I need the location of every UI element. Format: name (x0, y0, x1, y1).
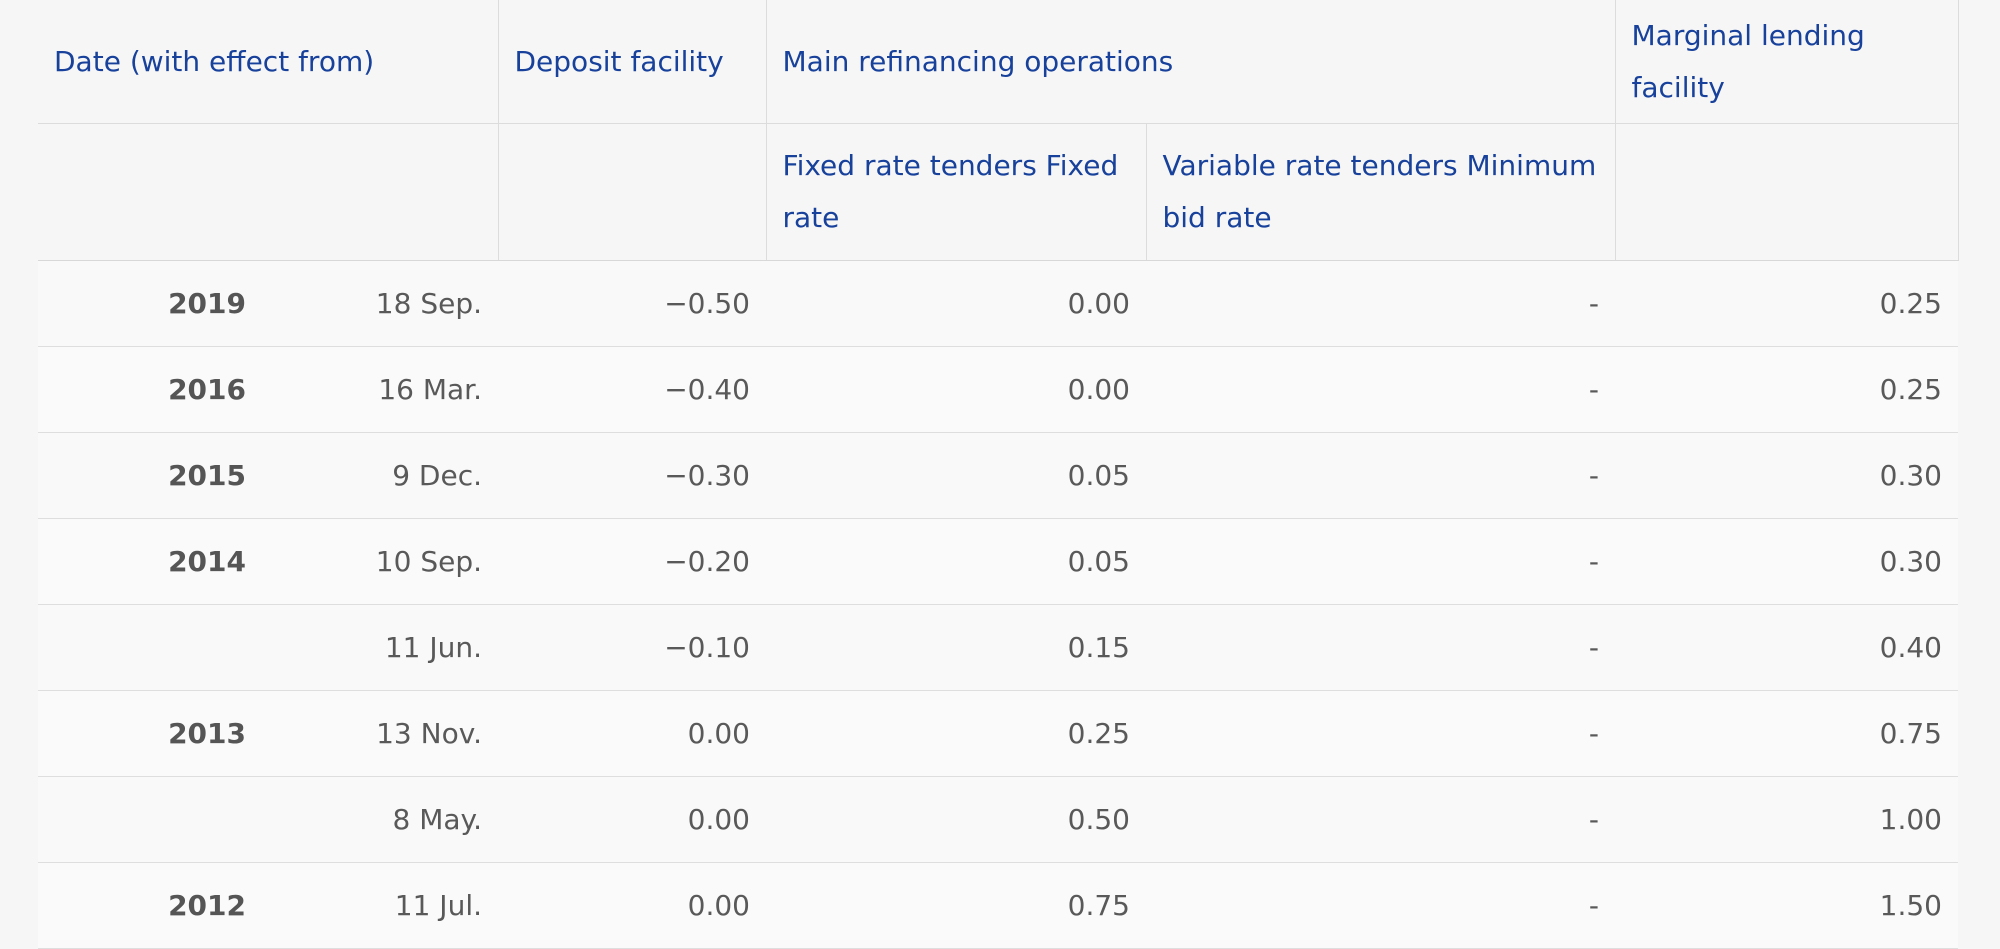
cell-date: 11 Jun. (268, 604, 498, 691)
header-date: Date (with effect from) (38, 0, 499, 124)
cell-deposit-facility: −0.30 (498, 432, 766, 519)
cell-year: 2019 (38, 260, 268, 347)
cell-deposit-facility: −0.10 (498, 604, 766, 691)
cell-minimum-bid-rate: - (1146, 776, 1615, 863)
header-deposit-blank (498, 123, 767, 261)
cell-marginal-lending: 0.25 (1615, 260, 1958, 347)
cell-marginal-lending: 0.30 (1615, 518, 1958, 605)
cell-deposit-facility: −0.50 (498, 260, 766, 347)
cell-marginal-lending: 0.30 (1615, 432, 1958, 519)
cell-minimum-bid-rate: - (1146, 690, 1615, 777)
header-marginal-lending-facility: Marginal lending facility (1615, 0, 1959, 124)
cell-marginal-lending: 1.50 (1615, 862, 1958, 949)
cell-minimum-bid-rate: - (1146, 346, 1615, 433)
cell-marginal-lending: 0.40 (1615, 604, 1958, 691)
header-variable-rate-tenders: Variable rate tenders Minimum bid rate (1146, 123, 1616, 261)
cell-year: 2012 (38, 862, 268, 949)
cell-year: 2014 (38, 518, 268, 605)
table-row: 2014 10 Sep. −0.20 0.05 - 0.30 (38, 518, 1958, 605)
header-mlf-blank (1615, 123, 1959, 261)
cell-deposit-facility: −0.20 (498, 518, 766, 605)
cell-date: 10 Sep. (268, 518, 498, 605)
table-row: 2013 13 Nov. 0.00 0.25 - 0.75 (38, 690, 1958, 777)
header-deposit-facility: Deposit facility (498, 0, 767, 124)
interest-rates-table: Date (with effect from) Deposit facility… (38, 0, 1959, 949)
cell-fixed-rate: 0.05 (766, 432, 1146, 519)
cell-fixed-rate: 0.50 (766, 776, 1146, 863)
cell-fixed-rate: 0.75 (766, 862, 1146, 949)
table-row: 8 May. 0.00 0.50 - 1.00 (38, 776, 1958, 863)
header-date-blank (38, 123, 499, 261)
cell-year (38, 604, 268, 691)
cell-fixed-rate: 0.15 (766, 604, 1146, 691)
header-row-primary: Date (with effect from) Deposit facility… (38, 0, 1959, 124)
cell-year: 2015 (38, 432, 268, 519)
cell-deposit-facility: 0.00 (498, 690, 766, 777)
table-row: 2015 9 Dec. −0.30 0.05 - 0.30 (38, 432, 1958, 519)
cell-minimum-bid-rate: - (1146, 862, 1615, 949)
cell-date: 8 May. (268, 776, 498, 863)
cell-minimum-bid-rate: - (1146, 518, 1615, 605)
cell-minimum-bid-rate: - (1146, 604, 1615, 691)
header-fixed-rate-tenders: Fixed rate tenders Fixed rate (766, 123, 1147, 261)
cell-year: 2013 (38, 690, 268, 777)
cell-date: 16 Mar. (268, 346, 498, 433)
cell-fixed-rate: 0.05 (766, 518, 1146, 605)
table-row: 2019 18 Sep. −0.50 0.00 - 0.25 (38, 260, 1958, 347)
header-main-refinancing-operations: Main refinancing operations (766, 0, 1616, 124)
cell-fixed-rate: 0.25 (766, 690, 1146, 777)
cell-marginal-lending: 0.25 (1615, 346, 1958, 433)
cell-deposit-facility: 0.00 (498, 776, 766, 863)
table-row: 2012 11 Jul. 0.00 0.75 - 1.50 (38, 862, 1958, 949)
cell-date: 18 Sep. (268, 260, 498, 347)
cell-year: 2016 (38, 346, 268, 433)
cell-fixed-rate: 0.00 (766, 260, 1146, 347)
table-row: 2016 16 Mar. −0.40 0.00 - 0.25 (38, 346, 1958, 433)
header-row-secondary: Fixed rate tenders Fixed rate Variable r… (38, 123, 1959, 261)
cell-date: 11 Jul. (268, 862, 498, 949)
table-body: 2019 18 Sep. −0.50 0.00 - 0.25 2016 16 M… (38, 260, 1958, 949)
cell-date: 13 Nov. (268, 690, 498, 777)
cell-date: 9 Dec. (268, 432, 498, 519)
cell-fixed-rate: 0.00 (766, 346, 1146, 433)
cell-minimum-bid-rate: - (1146, 260, 1615, 347)
interest-rates-table-container: Date (with effect from) Deposit facility… (38, 0, 1959, 949)
cell-marginal-lending: 0.75 (1615, 690, 1958, 777)
cell-year (38, 776, 268, 863)
cell-marginal-lending: 1.00 (1615, 776, 1958, 863)
cell-minimum-bid-rate: - (1146, 432, 1615, 519)
table-row: 11 Jun. −0.10 0.15 - 0.40 (38, 604, 1958, 691)
cell-deposit-facility: −0.40 (498, 346, 766, 433)
cell-deposit-facility: 0.00 (498, 862, 766, 949)
